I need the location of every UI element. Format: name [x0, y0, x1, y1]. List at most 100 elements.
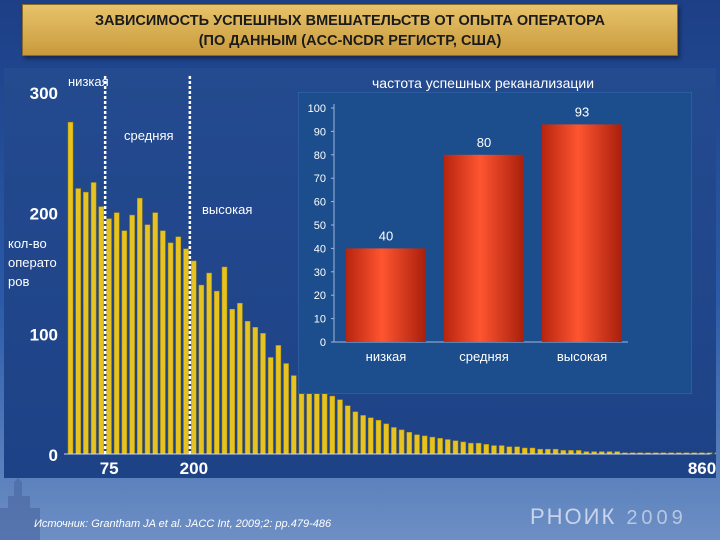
inset-data-label: 80: [477, 135, 491, 150]
histogram-bar: [414, 434, 420, 455]
histogram-bar: [714, 452, 720, 455]
histogram-bar: [175, 236, 182, 455]
histogram-bar: [183, 248, 189, 455]
citation: Источник: Grantham JA et al. JACC Int, 2…: [34, 518, 332, 530]
histogram-bar: [291, 375, 297, 455]
histogram-bar: [498, 445, 505, 455]
logo-text: РНОИК: [530, 504, 617, 529]
histogram-bar: [560, 450, 567, 455]
y-axis-label: ров: [8, 274, 29, 289]
inset-y-tick-label: 70: [314, 173, 326, 185]
inset-y-tick-label: 10: [314, 314, 326, 326]
histogram-bar: [552, 448, 559, 455]
y-tick-label: 0: [49, 446, 58, 465]
histogram-bar: [129, 214, 135, 455]
histogram-bar: [452, 440, 459, 455]
histogram-bar: [522, 447, 528, 455]
histogram-bar: [375, 419, 382, 455]
inset-data-label: 40: [379, 228, 393, 243]
histogram-bar: [167, 242, 174, 455]
inset-title: частота успешных реканализации: [372, 75, 595, 91]
histogram-bar: [90, 182, 97, 455]
histogram-bar: [98, 206, 105, 455]
histogram-bar: [352, 411, 359, 455]
histogram-bar: [391, 427, 397, 455]
inset-y-tick-label: 40: [314, 243, 326, 255]
histogram-bar: [329, 395, 336, 455]
histogram-bar: [144, 224, 151, 455]
inset-data-label: 93: [575, 104, 589, 119]
histogram-bar: [383, 423, 389, 455]
inset-y-tick-label: 90: [314, 126, 326, 138]
histogram-bar: [429, 436, 436, 455]
histogram-bar: [568, 450, 574, 455]
histogram-bar: [221, 266, 228, 455]
histogram-bar: [83, 191, 89, 455]
y-tick-label: 200: [30, 205, 58, 224]
histogram-bar: [267, 357, 274, 455]
histogram-bar: [337, 399, 343, 455]
histogram-bar: [445, 439, 451, 455]
histogram-bar: [506, 446, 513, 455]
histogram-bar: [198, 284, 205, 455]
histogram-bar: [67, 121, 74, 455]
inset-y-tick-label: 100: [308, 103, 326, 115]
histogram-bar: [237, 302, 243, 455]
histogram-bar: [214, 290, 220, 455]
y-tick-label: 300: [30, 84, 58, 103]
inset-y-tick-label: 80: [314, 150, 326, 162]
inset-chart: 0 10 20 30 40 50 60 70 80 90 100 40 низкая 80 средняя 9…: [298, 92, 692, 394]
histogram-bar: [229, 308, 235, 455]
region-label-mid: средняя: [124, 128, 174, 143]
inset-bar: [346, 248, 426, 342]
inset-y-tick-label: 0: [320, 337, 326, 349]
region-label-low: низкая: [68, 74, 109, 89]
histogram-bar: [460, 441, 466, 455]
inset-y-tick-label: 20: [314, 290, 326, 302]
y-axis-label: операто: [8, 255, 57, 270]
building-icon: [0, 478, 40, 540]
histogram-bar: [75, 188, 81, 455]
histogram-bar: [468, 442, 474, 455]
inset-category-label: средняя: [459, 349, 509, 364]
histogram-bar: [575, 450, 582, 455]
y-axis-label: кол-во: [8, 236, 47, 251]
histogram-bar: [260, 333, 266, 455]
histogram-bar: [283, 363, 289, 455]
histogram-bar: [321, 393, 328, 455]
histogram-bar: [344, 405, 351, 455]
histogram-bar: [368, 417, 374, 455]
inset-y-tick-label: 60: [314, 197, 326, 209]
histogram-bar: [244, 321, 251, 455]
histogram-bar: [529, 447, 536, 455]
histogram-bar: [360, 415, 366, 455]
title-line-2: (ПО ДАННЫМ (ACC-NCDR РЕГИСТР, США): [198, 33, 502, 49]
inset-y-tick-label: 50: [314, 220, 326, 232]
title-box: ЗАВИСИМОСТЬ УСПЕШНЫХ ВМЕШАТЕЛЬСТВ ОТ ОПЫ…: [22, 4, 678, 56]
histogram-bar: [252, 327, 259, 455]
histogram-bar: [491, 445, 497, 455]
histogram-bar: [106, 218, 112, 455]
y-tick-label: 100: [30, 325, 58, 344]
histogram-bar: [475, 442, 482, 455]
histogram-bar: [537, 448, 543, 455]
histogram-bar: [483, 444, 490, 455]
histogram-bar: [545, 448, 551, 455]
histogram-bar: [437, 438, 443, 455]
histogram-bar: [275, 345, 282, 455]
histogram-bar: [160, 230, 166, 455]
x-tick-label: 860: [688, 459, 716, 478]
x-tick-label: 200: [180, 459, 208, 478]
inset-category-label: высокая: [557, 349, 607, 364]
histogram-bar: [206, 272, 212, 455]
logo: РНОИК 2009: [530, 504, 687, 530]
histogram-bar: [421, 435, 428, 455]
inset-category-label: низкая: [366, 349, 407, 364]
x-tick-label: 75: [100, 459, 119, 478]
region-label-high: высокая: [202, 202, 252, 217]
histogram-bar: [113, 212, 120, 455]
histogram-bar: [190, 260, 197, 455]
histogram-bar: [137, 197, 143, 455]
histogram-bar: [406, 432, 413, 455]
